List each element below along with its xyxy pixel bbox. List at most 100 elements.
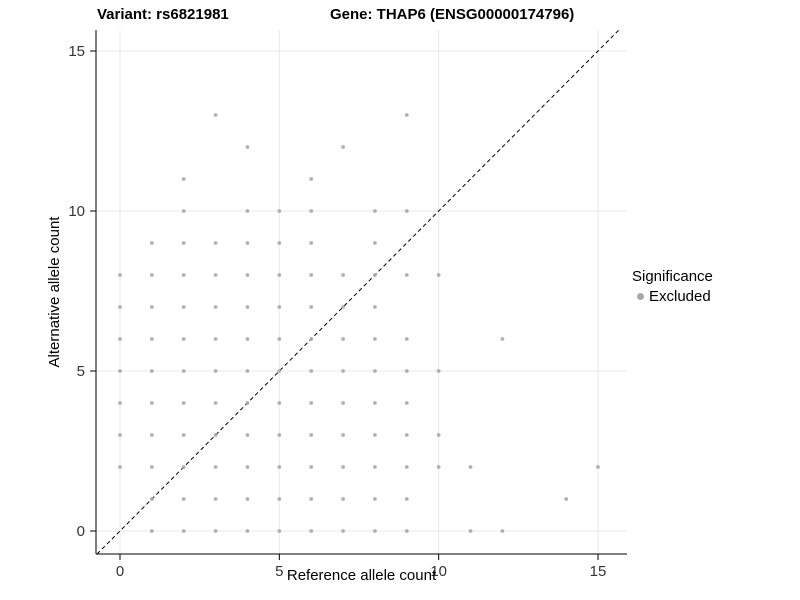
data-point (341, 433, 345, 437)
data-point (277, 337, 282, 341)
data-point (118, 433, 122, 437)
data-point (468, 465, 473, 469)
data-point (118, 401, 122, 405)
data-point (277, 305, 282, 309)
data-point (149, 465, 154, 469)
x-tick-label: 5 (275, 563, 283, 580)
data-point (373, 305, 377, 309)
data-point (404, 273, 409, 277)
data-point (181, 465, 186, 469)
data-point (500, 529, 505, 533)
data-point (245, 433, 250, 437)
data-point (181, 433, 186, 437)
data-point (118, 273, 122, 277)
data-point (373, 337, 377, 341)
data-point (181, 497, 186, 501)
data-point (341, 273, 345, 277)
data-point (436, 273, 441, 277)
data-point (118, 465, 122, 469)
data-point (436, 433, 441, 437)
data-point (309, 529, 314, 533)
data-point (277, 529, 282, 533)
data-point (277, 273, 282, 277)
x-tick-label: 0 (116, 563, 124, 580)
data-point (118, 369, 122, 373)
data-point (404, 401, 409, 405)
data-point (213, 305, 218, 309)
data-point (213, 497, 218, 501)
data-point (564, 497, 569, 501)
x-axis-title: Reference allele count (286, 567, 437, 584)
data-point (213, 465, 218, 469)
data-point (149, 273, 154, 277)
data-point (149, 305, 154, 309)
legend-title: Significance (632, 268, 713, 285)
data-point (309, 465, 314, 469)
data-point (373, 401, 377, 405)
data-point (373, 273, 377, 277)
data-point (213, 241, 218, 245)
data-point (181, 209, 186, 213)
data-point (245, 465, 250, 469)
data-point (277, 209, 282, 213)
data-point (341, 369, 345, 373)
data-point (341, 465, 345, 469)
data-point (373, 529, 377, 533)
x-tick-label: 15 (590, 563, 607, 580)
data-point (341, 145, 345, 149)
data-point (245, 145, 250, 149)
data-point (341, 401, 345, 405)
data-point (213, 337, 218, 341)
data-point (213, 369, 218, 373)
data-point (309, 177, 314, 181)
data-point (277, 241, 282, 245)
variant-title: Variant: rs6821981 (97, 6, 229, 23)
data-point (245, 337, 250, 341)
data-point (468, 529, 473, 533)
data-point (404, 113, 409, 117)
data-point (245, 497, 250, 501)
data-point (404, 465, 409, 469)
data-point (341, 337, 345, 341)
data-point (118, 305, 122, 309)
data-point (245, 209, 250, 213)
y-tick-label: 15 (68, 43, 85, 60)
data-point (213, 401, 218, 405)
data-point (181, 369, 186, 373)
data-point (149, 401, 154, 405)
data-point (181, 401, 186, 405)
data-point (245, 241, 250, 245)
data-point (213, 433, 218, 437)
data-point (245, 401, 250, 405)
data-point (245, 305, 250, 309)
data-point (309, 497, 314, 501)
data-point (245, 273, 250, 277)
data-point (181, 273, 186, 277)
data-point (149, 241, 154, 245)
data-point (277, 497, 282, 501)
data-point (149, 337, 154, 341)
data-point (341, 497, 345, 501)
data-point (309, 241, 314, 245)
data-point (213, 273, 218, 277)
data-point (309, 305, 314, 309)
data-point (149, 433, 154, 437)
data-point (181, 241, 186, 245)
data-point (404, 337, 409, 341)
data-point (404, 497, 409, 501)
data-point (373, 465, 377, 469)
data-point (181, 177, 186, 181)
legend: Significance Excluded (632, 268, 713, 305)
data-point (309, 433, 314, 437)
data-point (373, 497, 377, 501)
data-point (309, 209, 314, 213)
data-point (245, 529, 250, 533)
data-point (404, 529, 409, 533)
data-point (277, 465, 282, 469)
data-point (277, 401, 282, 405)
data-point (149, 497, 154, 501)
data-point (341, 529, 345, 533)
legend-item-excluded: Excluded (632, 288, 713, 305)
